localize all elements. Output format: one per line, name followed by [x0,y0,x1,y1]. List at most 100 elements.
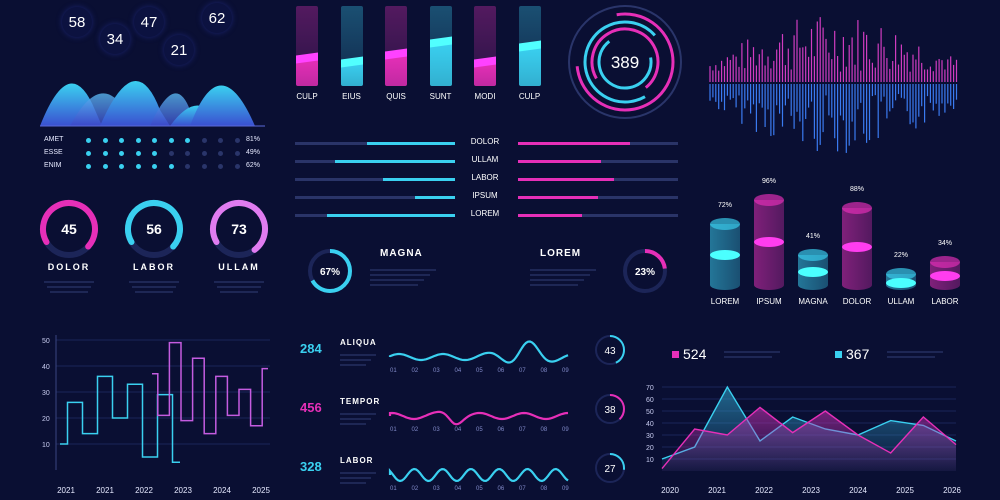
caption-line [132,286,176,288]
hbar-track-left [295,160,455,163]
tube [296,6,318,86]
donut-caption-lines [530,266,600,289]
wave-tick-label: 04 [455,427,462,433]
x-tick-label: 2022 [135,486,153,495]
dot-row: AMET 81% [44,136,266,149]
caption-line [50,291,88,293]
legend-caption-lines [724,348,784,361]
tube [429,6,452,86]
y-tick-label: 40 [646,421,654,428]
wave-ring-value: 43 [604,346,616,357]
rating-dot [218,151,223,156]
tube [385,6,407,86]
gauge-caption-lines [40,278,98,296]
wave-chart: 01 02 03 04 05 06 07 08 09 [388,340,569,374]
rating-dot [185,138,190,143]
hbar-fill-right [518,160,602,163]
caption-line [340,364,366,366]
step-series [152,341,268,435]
cylinder-band [886,277,916,288]
rating-dot [102,138,108,143]
tube-fill [340,62,363,86]
y-tick-label: 60 [646,397,654,404]
cylinder-value: 41% [805,233,820,240]
y-tick-label: 20 [42,416,50,423]
wave-tick-label: 05 [476,368,483,374]
hbar-track-left [295,178,455,181]
x-tick-label: 2024 [213,486,231,495]
caption-line [887,351,943,353]
rating-dot [168,164,174,169]
caption-line [44,281,94,283]
wave-value: 284 [300,341,322,356]
caption-line [340,472,376,474]
rating-dot [152,164,157,169]
caption-line [724,356,772,358]
cylinder-value: 22% [893,252,908,259]
hbar-fill-left [415,196,455,199]
hbar-label: IPSUM [472,191,498,200]
wave-caption-lines [340,351,378,369]
cylinder-label: DOLOR [842,297,872,306]
wave-ring: 43 [595,335,625,365]
donut-title: MAGNA [380,248,423,259]
rating-dot [168,138,174,143]
wave-tick-label: 04 [455,368,462,374]
caption-line [887,356,935,358]
cylinder-value: 34% [937,240,952,247]
caption-line [530,269,596,271]
legend-value: 524 [683,346,707,362]
cylinder-label: MAGNA [798,297,828,306]
y-tick-label: 30 [42,390,50,397]
wave-value: 328 [300,459,322,474]
rating-dot [234,164,240,169]
wave-tick-label: 05 [476,486,483,492]
x-tick-label: 2025 [252,486,270,495]
cylinder-value: 96% [761,178,776,185]
gauge-value: 45 [61,221,77,237]
dot-row-label: AMET [44,136,64,143]
cylinder [886,268,916,290]
wave-tick-label: 07 [519,368,526,374]
x-tick-label: 2021 [96,486,114,495]
caption-line [340,354,376,356]
wave-label: LABOR [340,456,374,465]
tube-fill [296,58,318,86]
cylinder-label: ULLAM [887,297,915,306]
dot-row-value: 81% [245,136,260,143]
gauge-caption-lines [125,278,183,296]
hbar-label: DOLOR [470,137,500,146]
caption-line [370,279,424,281]
wave-ring: 38 [595,394,625,424]
gauge: 73 [209,200,268,258]
cylinder [798,249,828,290]
caption-line [220,291,258,293]
donut-arc [308,249,352,293]
step-series [60,375,180,463]
x-tick-label: 2020 [661,486,679,495]
value-bubble: 21 [164,35,194,65]
tube [518,6,541,86]
hbar-fill-left [367,142,455,145]
wave-tick-label: 06 [498,368,505,374]
wave-chart: 01 02 03 04 05 06 07 08 09 [388,410,569,433]
cylinder [930,256,960,290]
donut-caption-lines [370,266,440,289]
wave-tick-label: 08 [541,486,548,492]
hbar-track-right [518,196,678,199]
tube [474,6,496,86]
rating-dot [218,138,223,143]
tube-label: CULP [518,92,541,101]
gauge: 45 [40,200,98,258]
big-ring: 389 [568,5,682,119]
hbar-track-right [518,214,678,217]
wave-tick-label: 09 [562,368,569,374]
legend-swatch [835,351,842,358]
big-ring-value: 389 [611,53,639,72]
hbar-label: LOREM [470,209,500,218]
rating-dot [119,164,124,169]
value-bubble: 34 [100,24,130,54]
caption-line [47,286,91,288]
x-tick-label: 2021 [708,486,726,495]
rating-dot [168,151,174,156]
